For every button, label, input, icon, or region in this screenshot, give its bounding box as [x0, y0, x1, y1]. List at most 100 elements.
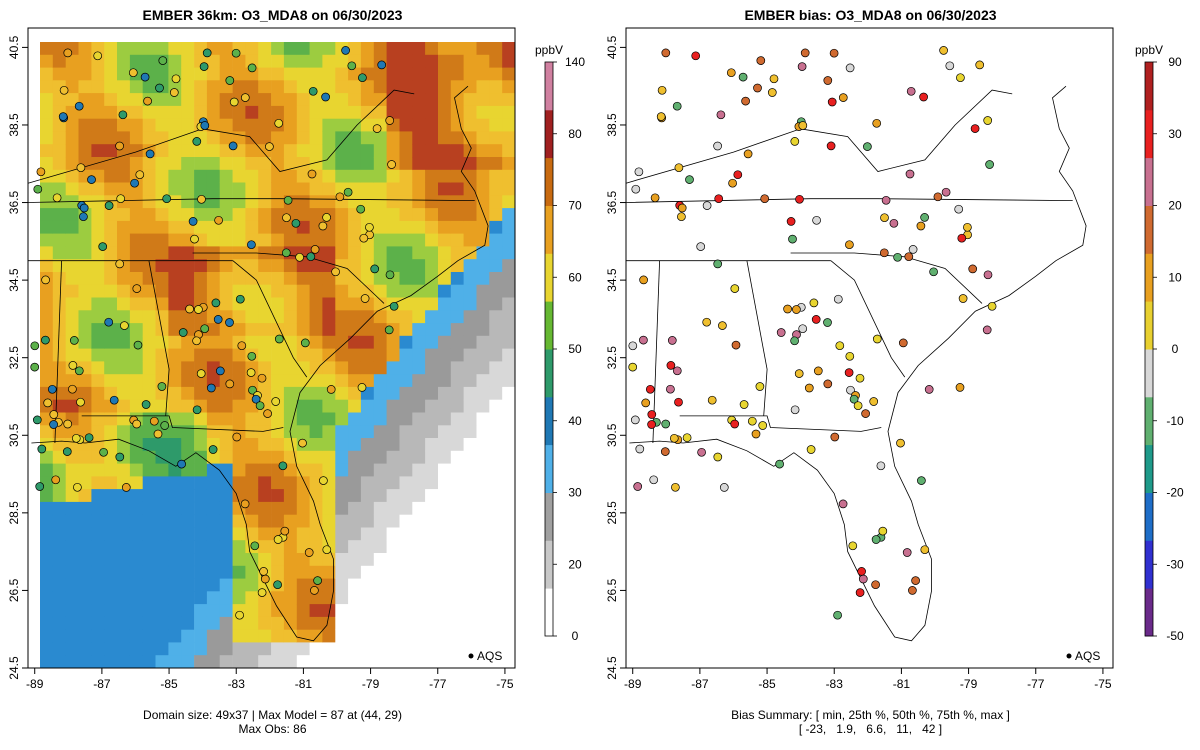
grid-cell: [489, 514, 503, 528]
grid-cell: [168, 157, 182, 171]
grid-cell: [91, 476, 105, 490]
grid-cell: [245, 578, 259, 592]
lon-tick-label: -81: [893, 677, 911, 691]
grid-cell: [181, 93, 195, 107]
grid-cell: [399, 386, 413, 401]
grid-cell: [348, 501, 362, 516]
grid-cell: [206, 489, 221, 503]
grid-cell: [117, 80, 131, 94]
grid-cell: [476, 335, 490, 349]
grid-cell: [463, 348, 477, 362]
observation-point: [251, 394, 261, 404]
grid-cell: [181, 246, 195, 260]
observation-point: [214, 215, 223, 225]
grid-cell: [91, 412, 105, 426]
grid-cell: [40, 591, 54, 605]
grid-cell: [502, 272, 516, 286]
grid-cell: [463, 67, 477, 81]
bias-point: [760, 194, 770, 204]
lat-tick-label: 28.5: [7, 501, 21, 525]
grid-cell: [91, 565, 105, 579]
grid-cell: [104, 323, 118, 337]
grid-cell: [181, 80, 195, 94]
grid-cell: [219, 616, 233, 631]
grid-cell: [412, 361, 426, 375]
grid-cell: [335, 629, 349, 643]
bias-point: [871, 580, 880, 590]
grid-cell: [40, 220, 54, 235]
grid-cell: [309, 438, 323, 452]
colorbar-segment: [545, 109, 553, 159]
grid-cell: [91, 144, 105, 158]
observation-point: [99, 447, 108, 457]
grid-cell: [129, 527, 144, 541]
grid-cell: [194, 412, 208, 426]
grid-cell: [283, 105, 298, 120]
observation-point: [310, 245, 320, 254]
observation-point: [306, 252, 316, 262]
grid-cell: [65, 616, 79, 631]
grid-cell: [206, 450, 221, 464]
grid-cell: [373, 284, 387, 298]
grid-cell: [360, 157, 375, 171]
grid-cell: [335, 105, 349, 120]
grid-cell: [412, 272, 426, 286]
grid-cell: [129, 195, 144, 209]
grid-cell: [386, 67, 400, 81]
grid-cell: [219, 169, 233, 183]
grid-cell: [129, 399, 144, 413]
observation-point: [153, 429, 163, 439]
observation-point: [273, 535, 283, 544]
observation-point: [263, 409, 272, 418]
grid-cell: [296, 629, 310, 643]
grid-cell: [78, 514, 92, 528]
grid-cell: [232, 233, 246, 247]
grid-cell: [206, 553, 221, 567]
bias-point: [713, 141, 722, 151]
observation-point: [280, 526, 290, 536]
grid-cell: [348, 297, 362, 311]
observation-point: [213, 315, 223, 324]
grid-cell: [271, 144, 285, 158]
grid-cell: [91, 514, 105, 528]
grid-cell: [322, 42, 336, 56]
grid-cell: [309, 425, 323, 439]
grid-cell: [181, 105, 195, 120]
grid-cell: [412, 438, 426, 452]
grid-cell: [232, 67, 246, 81]
grid-cell: [335, 157, 349, 171]
colorbar-segment: [545, 62, 553, 111]
grid-cell: [489, 412, 503, 426]
grid-cell: [104, 527, 118, 541]
grid-cell: [232, 438, 246, 452]
grid-cell: [502, 348, 516, 362]
grid-cell: [65, 105, 79, 120]
grid-cell: [348, 578, 362, 592]
bias-point: [848, 541, 858, 551]
grid-cell: [104, 655, 118, 669]
observation-point: [295, 252, 304, 262]
grid-cell: [194, 642, 208, 656]
bias-point: [786, 217, 796, 226]
grid-cell: [438, 54, 452, 68]
grid-cell: [194, 616, 208, 631]
grid-cell: [129, 629, 144, 643]
grid-cell: [117, 246, 131, 260]
lat-tick-label: 36.5: [7, 191, 21, 215]
grid-cell: [206, 259, 221, 273]
grid-cell: [348, 616, 362, 631]
bias-point: [849, 394, 859, 404]
grid-cell: [386, 527, 400, 541]
grid-cell: [117, 527, 131, 541]
grid-cell: [412, 42, 426, 56]
grid-cell: [219, 297, 233, 311]
grid-cell: [142, 591, 156, 605]
grid-cell: [78, 463, 92, 477]
grid-cell: [52, 246, 66, 260]
grid-cell: [450, 259, 464, 273]
grid-cell: [438, 220, 452, 235]
grid-cell: [360, 412, 375, 426]
bias-point: [731, 340, 741, 350]
grid-cell: [450, 54, 464, 68]
grid-cell: [309, 463, 323, 477]
